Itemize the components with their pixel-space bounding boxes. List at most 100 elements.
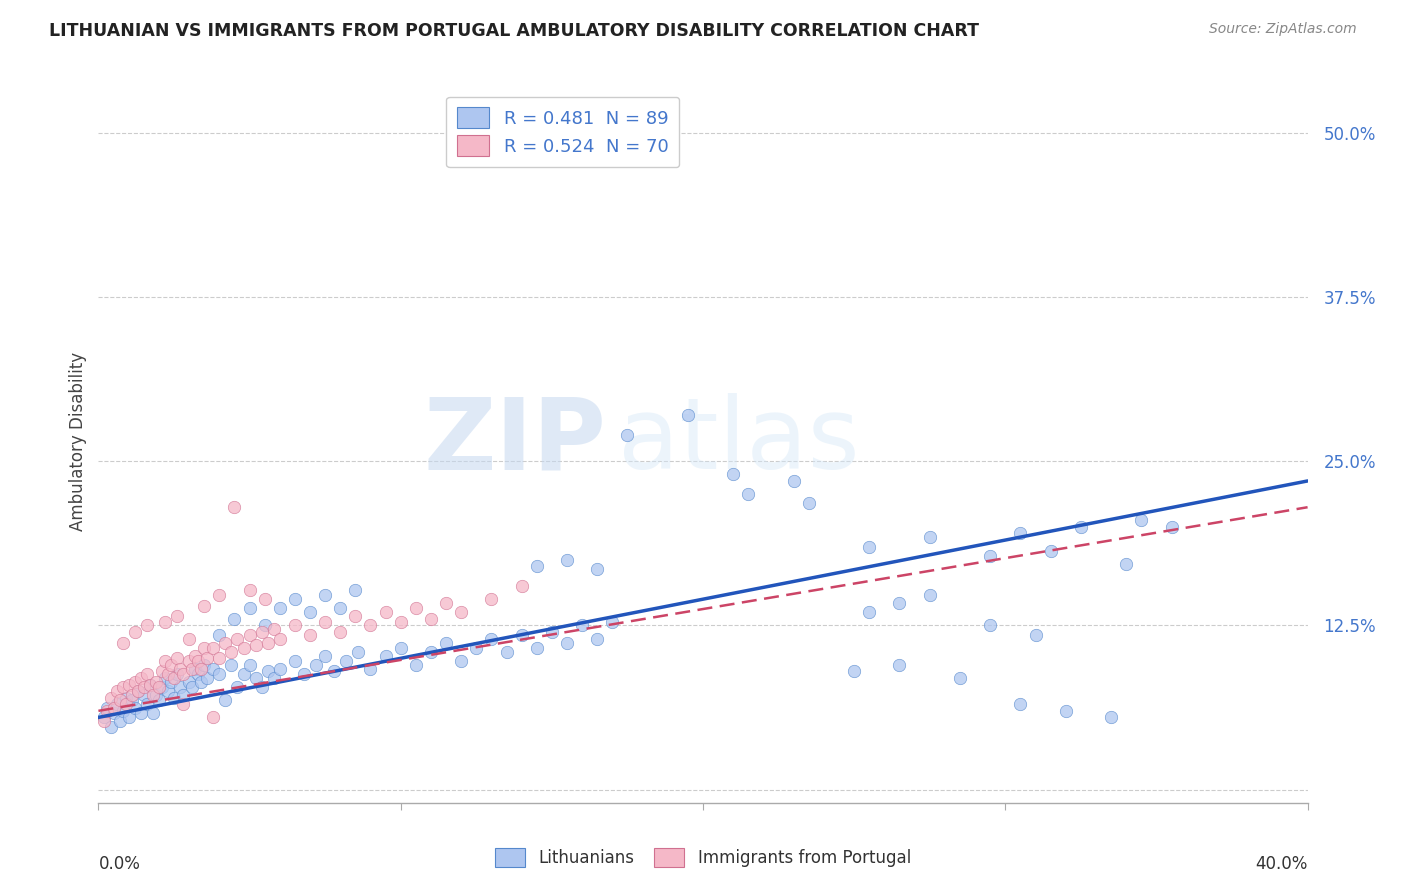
Point — [420, 612, 443, 626]
Point — [918, 531, 941, 545]
Point — [132, 688, 155, 702]
Point — [135, 667, 157, 681]
Point — [124, 701, 146, 715]
Point — [118, 677, 141, 691]
Point — [269, 662, 291, 676]
Point — [979, 549, 1001, 563]
Point — [239, 582, 262, 597]
Point — [156, 667, 179, 681]
Point — [434, 635, 457, 649]
Point — [239, 601, 262, 615]
Point — [389, 640, 412, 655]
Point — [160, 657, 183, 672]
Point — [676, 409, 699, 423]
Text: 0.0%: 0.0% — [98, 855, 141, 873]
Point — [124, 625, 146, 640]
Point — [347, 645, 370, 659]
Point — [284, 592, 307, 607]
Point — [96, 701, 118, 715]
Point — [221, 657, 243, 672]
Point — [145, 675, 167, 690]
Point — [184, 648, 207, 663]
Point — [360, 662, 382, 676]
Point — [918, 588, 941, 602]
Point — [434, 596, 457, 610]
Point — [1010, 698, 1032, 712]
Point — [344, 609, 367, 624]
Point — [163, 671, 186, 685]
Point — [1070, 520, 1092, 534]
Point — [202, 710, 225, 724]
Point — [103, 701, 125, 715]
Point — [305, 657, 328, 672]
Point — [481, 632, 503, 646]
Point — [100, 690, 122, 705]
Point — [602, 615, 624, 629]
Point — [103, 706, 125, 721]
Point — [226, 632, 249, 646]
Point — [284, 654, 307, 668]
Point — [179, 675, 201, 690]
Point — [245, 671, 267, 685]
Point — [121, 693, 143, 707]
Point — [105, 698, 128, 712]
Point — [844, 665, 866, 679]
Point — [360, 618, 382, 632]
Point — [142, 706, 165, 721]
Point — [1160, 520, 1182, 534]
Point — [1130, 513, 1153, 527]
Point — [202, 662, 225, 676]
Point — [156, 684, 179, 698]
Point — [450, 605, 472, 619]
Point — [1099, 710, 1122, 724]
Point — [224, 612, 246, 626]
Point — [250, 680, 273, 694]
Point — [226, 680, 249, 694]
Point — [118, 710, 141, 724]
Point — [96, 704, 118, 718]
Point — [889, 596, 911, 610]
Point — [187, 667, 209, 681]
Point — [269, 632, 291, 646]
Point — [263, 623, 285, 637]
Point — [224, 500, 246, 515]
Point — [1054, 704, 1077, 718]
Point — [142, 688, 165, 702]
Point — [190, 675, 212, 690]
Point — [555, 553, 578, 567]
Point — [329, 625, 352, 640]
Point — [250, 625, 273, 640]
Point — [420, 645, 443, 659]
Point — [555, 635, 578, 649]
Text: ZIP: ZIP — [423, 393, 606, 490]
Point — [1115, 557, 1137, 571]
Point — [889, 657, 911, 672]
Point — [181, 680, 204, 694]
Point — [495, 645, 517, 659]
Point — [1010, 526, 1032, 541]
Point — [184, 662, 207, 676]
Point — [193, 640, 215, 655]
Point — [181, 662, 204, 676]
Point — [783, 474, 806, 488]
Point — [166, 651, 188, 665]
Point — [329, 601, 352, 615]
Point — [111, 704, 134, 718]
Point — [510, 627, 533, 641]
Point — [481, 592, 503, 607]
Point — [160, 675, 183, 690]
Point — [187, 654, 209, 668]
Point — [256, 635, 278, 649]
Legend: Lithuanians, Immigrants from Portugal: Lithuanians, Immigrants from Portugal — [488, 841, 918, 874]
Point — [153, 615, 176, 629]
Text: 40.0%: 40.0% — [1256, 855, 1308, 873]
Text: LITHUANIAN VS IMMIGRANTS FROM PORTUGAL AMBULATORY DISABILITY CORRELATION CHART: LITHUANIAN VS IMMIGRANTS FROM PORTUGAL A… — [49, 22, 979, 40]
Point — [253, 592, 276, 607]
Point — [214, 693, 236, 707]
Point — [172, 688, 194, 702]
Point — [586, 562, 609, 576]
Point — [299, 605, 322, 619]
Point — [323, 665, 346, 679]
Point — [208, 588, 231, 602]
Point — [139, 677, 162, 691]
